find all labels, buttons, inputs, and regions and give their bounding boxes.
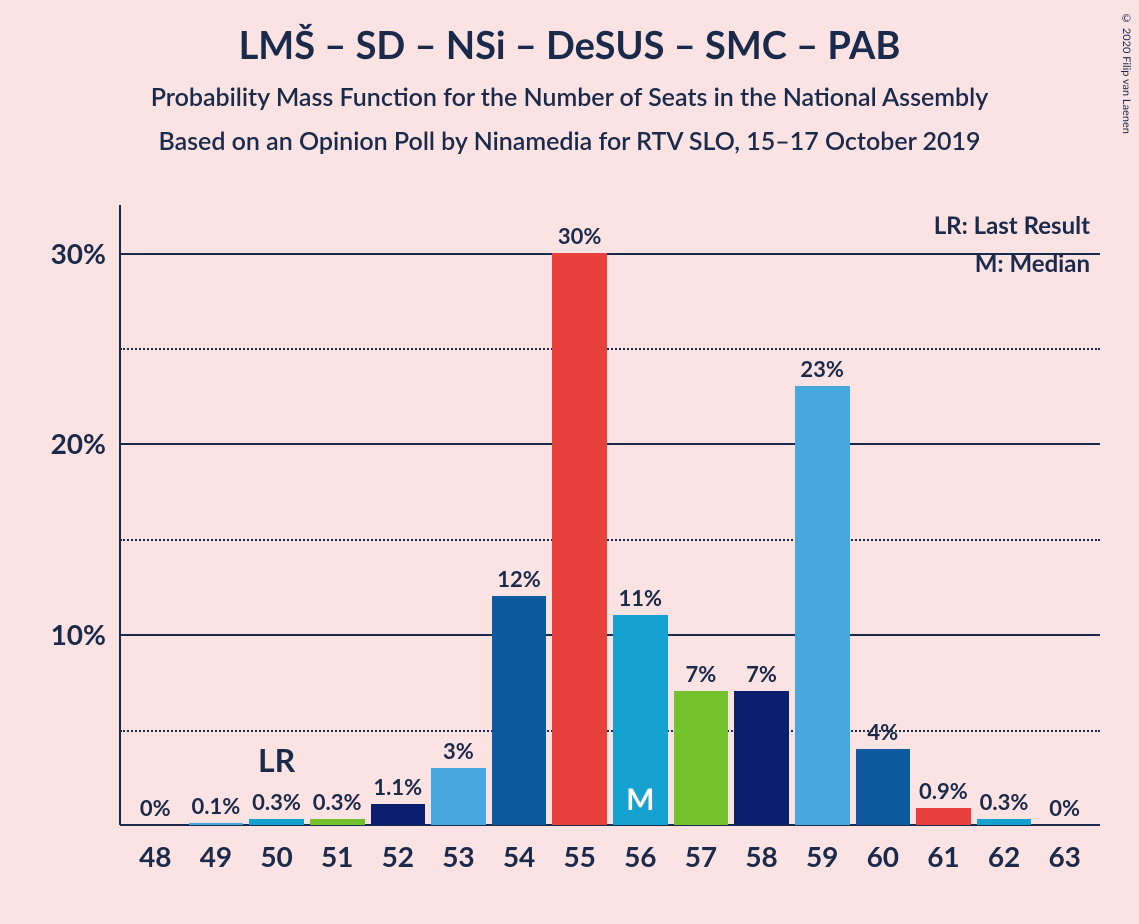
bar-slot: 0%63: [1037, 205, 1092, 825]
bar: 23%: [795, 386, 850, 825]
x-axis-tick-label: 62: [988, 825, 1020, 873]
bar: 7%: [674, 691, 729, 825]
bar-value-label: 0.3%: [313, 788, 362, 819]
chart-plot-area: 30%20%10%LR: Last ResultM: Median0%480.1…: [120, 205, 1100, 825]
bar-slot: 0.3%51: [310, 205, 365, 825]
x-axis-tick-label: 60: [867, 825, 899, 873]
bar: 4%: [856, 749, 911, 825]
x-axis-tick-label: 57: [685, 825, 717, 873]
last-result-marker: LR: [258, 740, 295, 779]
bar-value-label: 1.1%: [373, 773, 422, 804]
x-axis-tick-label: 51: [321, 825, 353, 873]
x-axis-tick-label: 53: [442, 825, 474, 873]
x-axis-tick-label: 50: [260, 825, 292, 873]
x-axis-tick-label: 49: [200, 825, 232, 873]
x-axis-tick-label: 52: [382, 825, 414, 873]
y-axis-tick-label: 30%: [51, 236, 120, 270]
chart-subtitle-1: Probability Mass Function for the Number…: [0, 82, 1139, 112]
bar: 30%: [552, 253, 607, 825]
bar-slot: 0.3%50: [249, 205, 304, 825]
bar-value-label: 0.1%: [192, 792, 241, 823]
bar: 11%M: [613, 615, 668, 825]
bar-slot: 7%58: [734, 205, 789, 825]
bar-slot: 11%M56: [613, 205, 668, 825]
bars-container: 0%480.1%490.3%500.3%511.1%523%5312%5430%…: [120, 205, 1100, 825]
x-axis-tick-label: 59: [806, 825, 838, 873]
chart-subtitle-2: Based on an Opinion Poll by Ninamedia fo…: [0, 126, 1139, 156]
x-axis-tick-label: 54: [503, 825, 535, 873]
bar-value-label: 11%: [619, 584, 663, 615]
bar: 12%: [492, 596, 547, 825]
bar-slot: 0.9%61: [916, 205, 971, 825]
bar-value-label: 0.9%: [919, 777, 968, 808]
bar: 1.1%: [371, 804, 426, 825]
bar-value-label: 0.3%: [980, 788, 1029, 819]
bar-slot: 0.1%49: [189, 205, 244, 825]
bar-slot: 30%55: [552, 205, 607, 825]
bar-value-label: 0.3%: [252, 788, 301, 819]
bar-slot: 0.3%62: [977, 205, 1032, 825]
bar-value-label: 30%: [558, 222, 602, 253]
bar-slot: 0%48: [128, 205, 183, 825]
x-axis-tick-label: 55: [563, 825, 595, 873]
bar-value-label: 12%: [497, 565, 541, 596]
bar-slot: 7%57: [674, 205, 729, 825]
bar: 7%: [734, 691, 789, 825]
bar: 0.9%: [916, 808, 971, 825]
bar-value-label: 4%: [867, 718, 898, 749]
x-axis-tick-label: 48: [139, 825, 171, 873]
bar-value-label: 7%: [746, 660, 777, 691]
bar-slot: 12%54: [492, 205, 547, 825]
bar: 3%: [431, 768, 486, 825]
bar-slot: 3%53: [431, 205, 486, 825]
x-axis-tick-label: 63: [1048, 825, 1080, 873]
bar-slot: 4%60: [856, 205, 911, 825]
y-axis-tick-label: 20%: [51, 426, 120, 460]
median-marker: M: [626, 781, 654, 817]
bar-value-label: 23%: [800, 355, 844, 386]
bar-value-label: 0%: [1049, 794, 1080, 825]
copyright-text: © 2020 Filip van Laenen: [1120, 12, 1133, 134]
bar-value-label: 7%: [686, 660, 717, 691]
x-axis-tick-label: 56: [624, 825, 656, 873]
bar-slot: 23%59: [795, 205, 850, 825]
y-axis-tick-label: 10%: [51, 617, 120, 651]
chart-title: LMŠ – SD – NSi – DeSUS – SMC – PAB: [0, 0, 1139, 68]
bar-slot: 1.1%52: [371, 205, 426, 825]
x-axis-tick-label: 61: [927, 825, 959, 873]
bar-value-label: 0%: [140, 794, 171, 825]
x-axis-tick-label: 58: [745, 825, 777, 873]
bar-value-label: 3%: [443, 737, 474, 768]
